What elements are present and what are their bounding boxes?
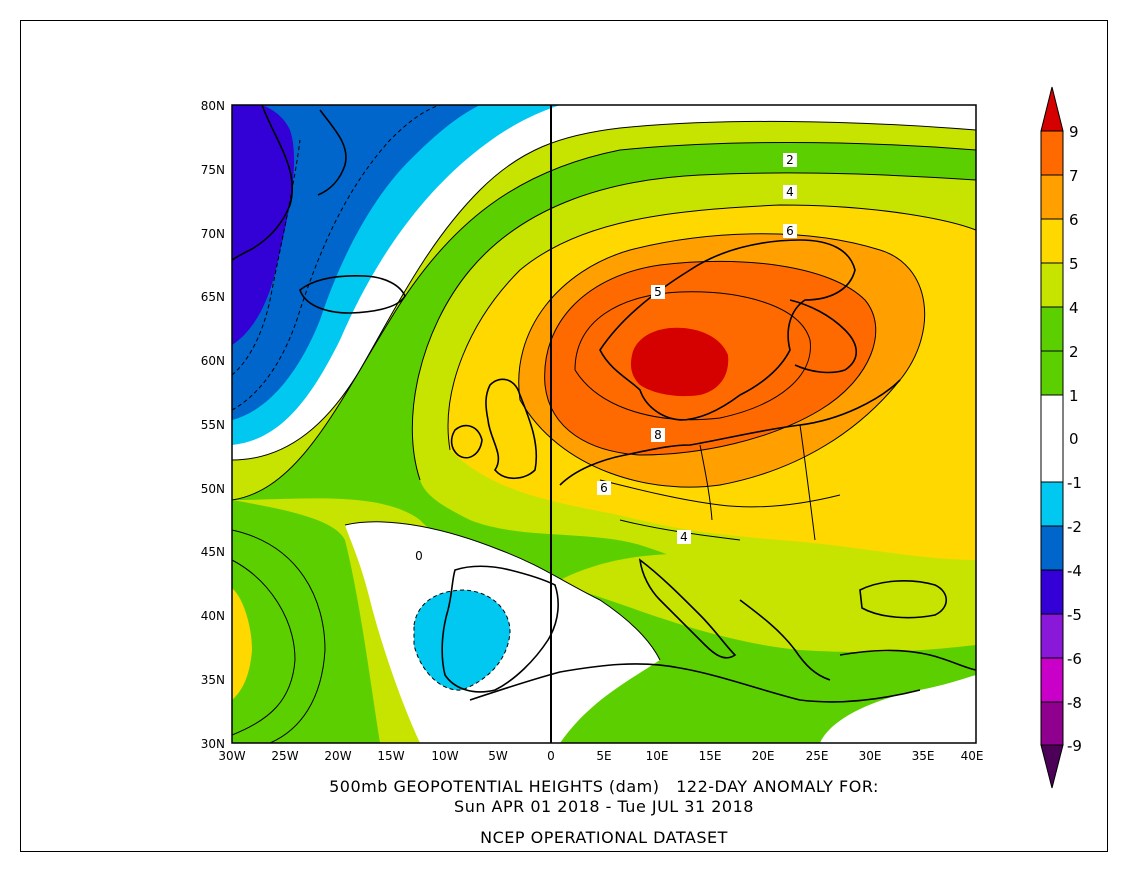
- lon-label: 15W: [377, 749, 404, 763]
- colorbar-label: 1: [1069, 387, 1079, 405]
- lon-label: 35E: [912, 749, 935, 763]
- anomaly-fill-5-west: [232, 588, 252, 700]
- lat-label: 45N: [201, 545, 225, 559]
- anomaly-fill-0-se: [820, 675, 976, 743]
- colorbar-swatch: [1040, 701, 1064, 746]
- lon-label: 40E: [961, 749, 984, 763]
- lon-label: 30W: [218, 749, 245, 763]
- lon-label: 30E: [859, 749, 882, 763]
- title-line-2: Sun APR 01 2018 - Tue JUL 31 2018: [454, 797, 754, 816]
- colorbar: 9 7 6 5 4 2 1 0 -1 -2 -4 -5 -6 -8 -9: [1040, 86, 1082, 789]
- lon-label: 10E: [646, 749, 669, 763]
- lat-label: 40N: [201, 609, 225, 623]
- colorbar-swatch: [1040, 481, 1064, 527]
- lon-label: 25W: [271, 749, 298, 763]
- lat-label: 30N: [201, 737, 225, 751]
- colorbar-swatch: [1040, 613, 1064, 659]
- colorbar-label: 0: [1069, 430, 1079, 448]
- lon-label: 20W: [324, 749, 351, 763]
- colorbar-bottom-arrow: [1040, 744, 1064, 789]
- lat-label: 60N: [201, 354, 225, 368]
- lat-label: 50N: [201, 482, 225, 496]
- anomaly-fill-9: [630, 327, 729, 397]
- anomaly-fill-m1-iberia: [414, 590, 510, 691]
- colorbar-swatch: [1040, 306, 1064, 352]
- colorbar-swatch: [1040, 218, 1064, 264]
- lat-label: 65N: [201, 290, 225, 304]
- lat-label: 55N: [201, 418, 225, 432]
- lon-label: 25E: [806, 749, 829, 763]
- anomaly-fill-2-south: [560, 585, 976, 743]
- lon-label: 0: [547, 749, 555, 763]
- colorbar-label: -4: [1067, 562, 1082, 580]
- colorbar-label: -6: [1067, 650, 1082, 668]
- colorbar-top-arrow: [1040, 86, 1064, 132]
- contour-label: 0: [415, 549, 423, 563]
- lon-label: 5W: [488, 749, 508, 763]
- colorbar-swatch: [1040, 394, 1064, 483]
- colorbar-swatch: [1040, 657, 1064, 703]
- lon-label: 5E: [596, 749, 611, 763]
- coastlines: [232, 105, 976, 703]
- colorbar-swatch: [1040, 569, 1064, 615]
- colorbar-label: -1: [1067, 474, 1082, 492]
- contour-label: 4: [680, 530, 688, 544]
- lat-label: 75N: [201, 163, 225, 177]
- title-line-1: 500mb GEOPOTENTIAL HEIGHTS (dam) 122-DAY…: [329, 777, 879, 796]
- longitude-axis: 30W 25W 20W 15W 10W 5W 0 5E 10E 15E 20E …: [218, 749, 983, 763]
- lon-label: 15E: [699, 749, 722, 763]
- lon-label: 20E: [752, 749, 775, 763]
- contour-label-group: 2 4 6 5 8 6 4 0: [412, 153, 797, 563]
- colorbar-label: 4: [1069, 299, 1079, 317]
- contour-label: 4: [786, 185, 794, 199]
- contour-label: 8: [654, 428, 662, 442]
- contour-label: 6: [600, 481, 608, 495]
- map-panel: [232, 105, 976, 743]
- latitude-axis: 80N 75N 70N 65N 60N 55N 50N 45N 40N 35N …: [201, 99, 225, 751]
- contour-label: 5: [654, 285, 662, 299]
- colorbar-label: 6: [1069, 211, 1079, 229]
- anomaly-fill-2-west: [232, 500, 380, 743]
- contour-label: 2: [786, 153, 794, 167]
- colorbar-label: -5: [1067, 606, 1082, 624]
- title-line-3: NCEP OPERATIONAL DATASET: [480, 828, 728, 847]
- colorbar-swatch: [1040, 262, 1064, 308]
- colorbar-swatch: [1040, 525, 1064, 571]
- anomaly-fill-m4: [232, 105, 295, 345]
- colorbar-label: -2: [1067, 518, 1082, 536]
- lat-label: 35N: [201, 673, 225, 687]
- colorbar-label: 7: [1069, 167, 1079, 185]
- lat-label: 70N: [201, 227, 225, 241]
- colorbar-label: 5: [1069, 255, 1079, 273]
- map-border: [231, 104, 977, 744]
- colorbar-label: 2: [1069, 343, 1079, 361]
- colorbar-swatch: [1040, 350, 1064, 396]
- colorbar-swatch: [1040, 130, 1064, 176]
- colorbar-label: -8: [1067, 694, 1082, 712]
- figure-frame: [20, 20, 1108, 852]
- colorbar-swatch: [1040, 174, 1064, 220]
- contour-label: 6: [786, 224, 794, 238]
- lon-label: 10W: [431, 749, 458, 763]
- colorbar-label: 9: [1069, 123, 1079, 141]
- lat-label: 80N: [201, 99, 225, 113]
- colorbar-label: -9: [1067, 737, 1082, 755]
- contour-lines: [232, 105, 976, 743]
- anomaly-fill-m2: [232, 105, 480, 420]
